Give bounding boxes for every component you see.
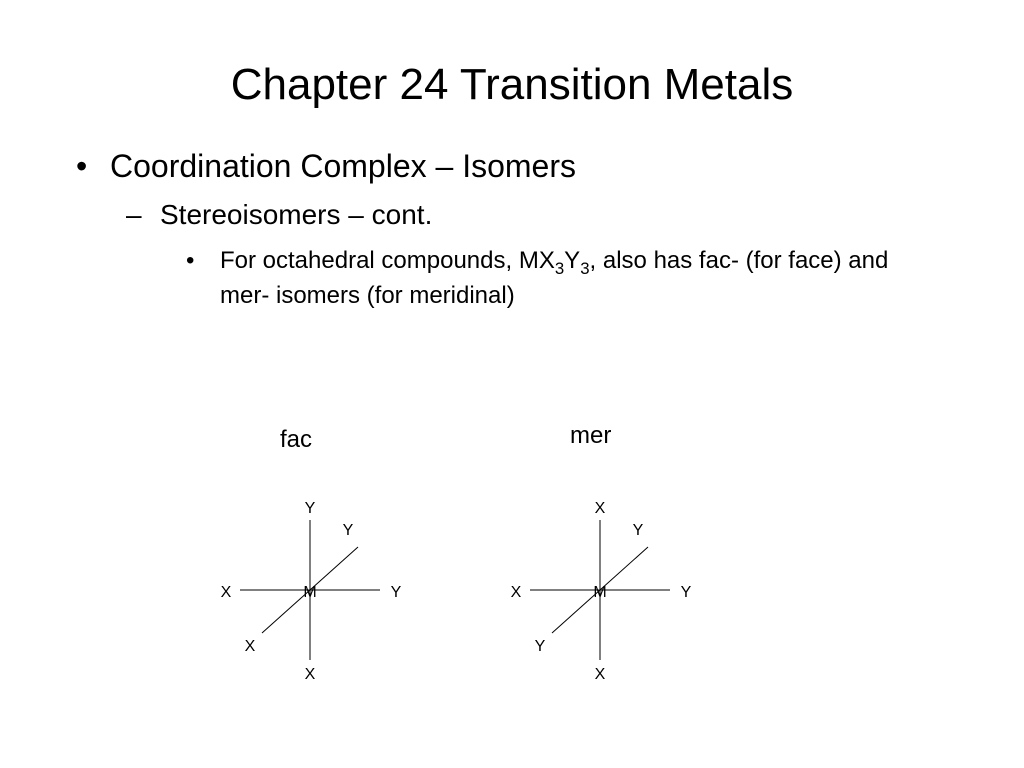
mer-frontleft: Y	[535, 638, 546, 655]
bullet3-sub2: 3	[580, 259, 589, 278]
bullet3-sub1: 3	[555, 259, 564, 278]
fac-center: M	[303, 584, 316, 601]
fac-top: Y	[305, 500, 316, 517]
diagrams-container: fac M Y X X Y Y X mer	[0, 420, 1024, 750]
mer-backright: Y	[633, 522, 644, 539]
bullet3-text-pre: For octahedral compounds, MX	[220, 247, 555, 274]
mer-center: M	[593, 584, 606, 601]
fac-right: Y	[391, 584, 402, 601]
mer-right: Y	[681, 584, 692, 601]
mer-left: X	[511, 584, 522, 601]
page-title: Chapter 24 Transition Metals	[50, 60, 974, 110]
fac-backright: Y	[343, 522, 354, 539]
fac-bottom: X	[305, 666, 316, 683]
mer-top: X	[595, 500, 606, 517]
mer-diagram: M X X X Y Y Y	[470, 475, 730, 705]
fac-left: X	[221, 584, 232, 601]
bullet-level3: For octahedral compounds, MX3Y3, also ha…	[220, 245, 914, 313]
mer-label: mer	[570, 422, 611, 450]
mer-bottom: X	[595, 666, 606, 683]
fac-label: fac	[280, 426, 312, 454]
fac-diagram: M Y X X Y Y X	[180, 475, 440, 705]
bullet-level2: Stereoisomers – cont.	[160, 199, 974, 231]
bullet-level1: Coordination Complex – Isomers	[110, 148, 974, 185]
bullet3-text-mid: Y	[564, 247, 580, 274]
fac-frontleft: X	[245, 638, 256, 655]
